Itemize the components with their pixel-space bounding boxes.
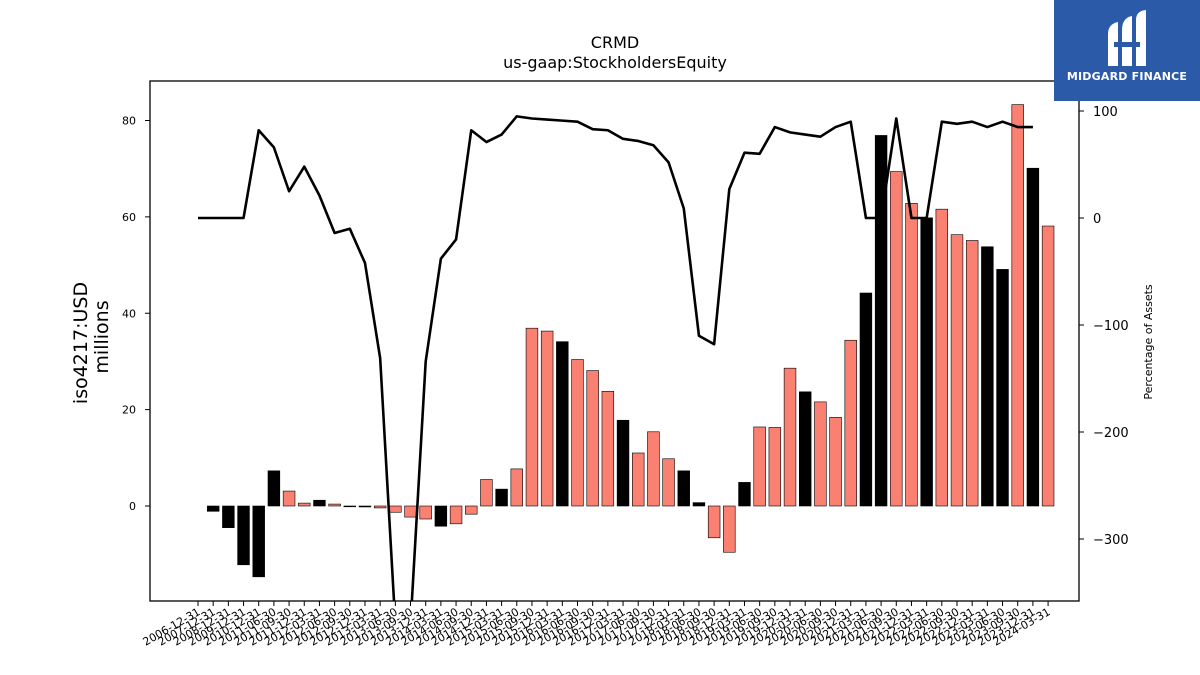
bar	[935, 208, 949, 507]
bar	[298, 502, 311, 507]
bar	[647, 431, 660, 507]
bar	[222, 505, 235, 528]
bar	[723, 505, 736, 553]
bar	[829, 417, 842, 507]
bar	[571, 359, 584, 507]
brand-name: MIDGARD FINANCE	[1066, 70, 1188, 83]
bar	[950, 234, 964, 507]
plot-frame	[149, 80, 1080, 602]
bar	[814, 401, 827, 507]
bar	[252, 505, 265, 578]
bar	[237, 505, 250, 566]
bar	[373, 505, 387, 509]
percentage-line-series	[198, 115, 1033, 601]
bar	[480, 479, 493, 507]
chart-subtitle: us-gaap:StockholdersEquity	[503, 53, 727, 72]
bar	[1026, 167, 1040, 507]
bar	[540, 330, 554, 507]
bar	[282, 490, 296, 507]
bar	[449, 505, 463, 525]
bar	[798, 391, 812, 507]
bar	[753, 426, 766, 507]
bar	[844, 339, 857, 507]
y-axis-label-unit: millions	[91, 300, 113, 373]
y-tick-label: 60	[122, 211, 136, 224]
bar	[313, 499, 326, 507]
bar	[996, 269, 1009, 507]
bar	[965, 240, 979, 507]
bar	[389, 505, 402, 513]
bar	[556, 341, 569, 507]
percentage-line	[198, 115, 1033, 601]
bar	[890, 171, 903, 507]
bar	[1041, 225, 1055, 507]
y-tick-label: 80	[122, 115, 136, 128]
y2-tick-label: 100	[1093, 105, 1118, 120]
bar-series	[206, 104, 1055, 578]
y-tick-label: 0	[129, 500, 136, 513]
bar	[525, 327, 539, 507]
y-tick-label: 40	[122, 307, 136, 320]
bar	[419, 505, 432, 520]
bar	[859, 292, 873, 507]
bar	[510, 468, 523, 507]
bar	[662, 458, 675, 507]
bar	[495, 488, 508, 507]
bar	[616, 419, 630, 507]
bar	[632, 452, 645, 507]
bar	[905, 203, 918, 507]
logo-mark-icon	[1108, 10, 1146, 66]
bar	[692, 502, 706, 507]
bar	[358, 505, 372, 508]
x-axis: 2006-12-312007-12-312008-12-312009-12-31…	[141, 601, 1053, 649]
chart-title: CRMD	[591, 33, 639, 52]
bar	[404, 505, 417, 518]
bar	[601, 391, 615, 507]
bar	[920, 217, 933, 507]
bar	[586, 370, 599, 507]
bar	[981, 246, 994, 507]
bar	[707, 505, 721, 539]
y-axis-left: 0 20 40 60 80	[122, 115, 150, 513]
bar	[267, 470, 281, 507]
bar	[768, 427, 782, 507]
y2-tick-label: −300	[1093, 533, 1129, 548]
bar	[434, 505, 448, 527]
bar	[465, 505, 478, 515]
bar	[206, 505, 220, 512]
bar	[343, 505, 356, 508]
y2-tick-label: 0	[1093, 212, 1101, 227]
y2-tick-label: −200	[1093, 426, 1129, 441]
y-axis-right: −300 −200 −100 0 100	[1079, 105, 1129, 548]
bar	[738, 482, 751, 507]
y-axis-label: iso4217:USD	[70, 282, 92, 404]
bar	[1011, 104, 1024, 507]
bar	[328, 503, 341, 507]
bar	[783, 367, 797, 507]
y-tick-label: 20	[122, 404, 136, 417]
y2-axis-label: Percentage of Assets	[1142, 284, 1155, 400]
brand-logo: MIDGARD FINANCE	[1054, 0, 1200, 101]
y2-tick-label: −100	[1093, 319, 1129, 334]
bar	[677, 470, 690, 507]
bar	[874, 135, 888, 507]
